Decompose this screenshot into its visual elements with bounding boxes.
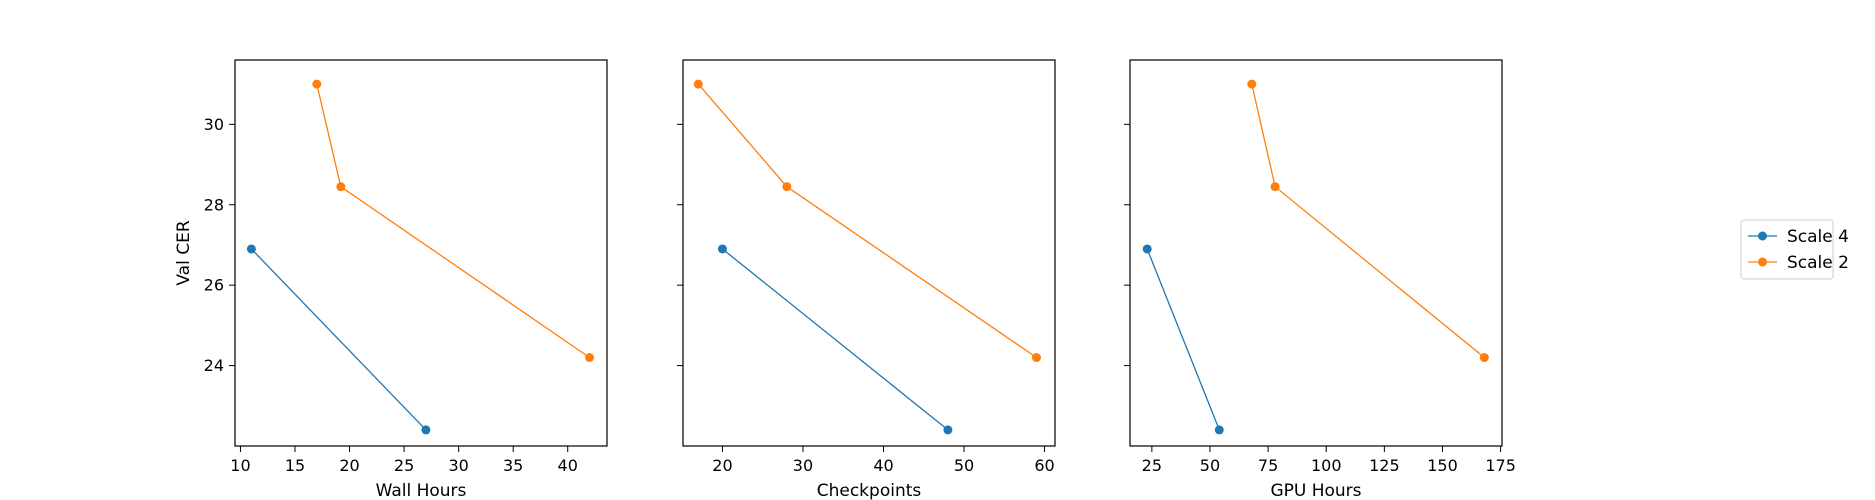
- panel-2-xtick-label: 50: [954, 456, 974, 475]
- panel-2-series-line-scale-2: [697, 83, 1037, 359]
- panel-1-xtick-label: 30: [448, 456, 468, 475]
- panel-1-ytick-label: 24: [204, 356, 224, 375]
- panel-3-xtick-label: 25: [1142, 456, 1162, 475]
- legend-label-scale-4: Scale 4: [1787, 227, 1849, 247]
- panel-2-xtick-label: 40: [873, 456, 893, 475]
- panel-3-xtick-label: 100: [1311, 456, 1342, 475]
- panel-2-point-scale-4: [943, 425, 953, 435]
- panel-1-point-scale-2: [336, 182, 346, 192]
- panel-3-xtick-label: 175: [1485, 456, 1516, 475]
- panel-1-point-scale-2: [585, 353, 595, 363]
- panel-1-x-axis-label: Wall Hours: [376, 481, 467, 500]
- panel-2-series-line-scale-4: [722, 248, 949, 431]
- panel-2-xtick-label: 20: [712, 456, 732, 475]
- panel-3-point-scale-4: [1142, 244, 1152, 254]
- panel-1-ytick-label: 28: [204, 195, 224, 214]
- panel-1-series-line-scale-4: [250, 248, 427, 431]
- panel-1-xtick-label: 40: [558, 456, 578, 475]
- panel-3-point-scale-2: [1247, 79, 1257, 89]
- panel-1-series-line-scale-2: [316, 83, 590, 359]
- legend-label-scale-2: Scale 2: [1787, 253, 1849, 273]
- panel-2-frame: [682, 59, 1056, 447]
- panel-1-frame: [234, 59, 608, 447]
- panel-3-xtick-label: 50: [1200, 456, 1220, 475]
- legend-marker-scale-2: [1758, 257, 1767, 267]
- panel-1-ytick-label: 26: [204, 276, 224, 295]
- panel-2-point-scale-2: [1031, 353, 1041, 363]
- panel-3-point-scale-2: [1479, 353, 1489, 363]
- panel-1-point-scale-4: [421, 425, 431, 435]
- panel-2-xtick-label: 30: [793, 456, 813, 475]
- panel-3-xtick-label: 75: [1258, 456, 1278, 475]
- panel-1-ytick-label: 30: [204, 115, 224, 134]
- panel-3-xtick-label: 150: [1427, 456, 1458, 475]
- panel-1-xtick-label: 25: [394, 456, 414, 475]
- panel-3-frame: [1129, 59, 1503, 447]
- panel-3-point-scale-4: [1214, 425, 1224, 435]
- panel-2-point-scale-2: [782, 182, 792, 192]
- panel-1-xtick-label: 20: [339, 456, 359, 475]
- panel-1-xtick-label: 15: [285, 456, 305, 475]
- panel-3-series-line-scale-2: [1251, 83, 1485, 359]
- panel-1-xtick-label: 35: [503, 456, 523, 475]
- panel-3-xtick-label: 125: [1369, 456, 1400, 475]
- panel-1-point-scale-2: [312, 79, 322, 89]
- panel-2-point-scale-4: [717, 244, 727, 254]
- panel-2-point-scale-2: [693, 79, 703, 89]
- legend-marker-scale-4: [1758, 231, 1767, 241]
- panel-1-xtick-label: 10: [230, 456, 250, 475]
- panel-2-xtick-label: 60: [1034, 456, 1054, 475]
- panel-3-point-scale-2: [1270, 182, 1280, 192]
- panel-1-y-axis-label: Val CER: [174, 220, 194, 285]
- panel-3-series-line-scale-4: [1146, 248, 1220, 431]
- panel-3-x-axis-label: GPU Hours: [1270, 481, 1361, 500]
- panel-1-point-scale-4: [246, 244, 256, 254]
- panel-2-x-axis-label: Checkpoints: [817, 481, 922, 500]
